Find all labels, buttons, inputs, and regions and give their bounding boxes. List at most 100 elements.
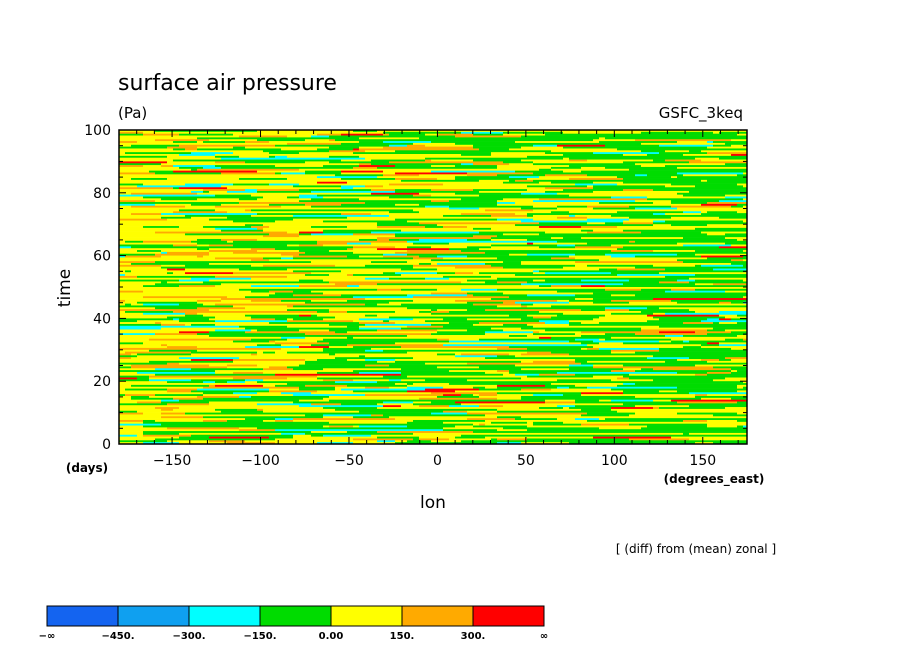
heatmap-cell (347, 405, 371, 408)
heatmap-cell (623, 198, 647, 201)
heatmap-cell (527, 312, 563, 316)
heatmap-cell (521, 375, 527, 378)
heatmap-cell (665, 290, 701, 293)
heatmap-cell (383, 421, 407, 424)
heatmap-cell (203, 314, 245, 317)
heatmap-cell (173, 141, 197, 144)
heatmap-cell (605, 307, 647, 310)
heatmap-cell (569, 305, 605, 308)
heatmap-cell (683, 268, 713, 271)
heatmap-cell (293, 262, 335, 266)
heatmap-cell (539, 198, 575, 201)
heatmap-cell (725, 237, 747, 240)
heatmap-cell (725, 338, 737, 341)
heatmap-cell (317, 163, 359, 166)
heatmap-cell (251, 299, 281, 303)
heatmap-cell (215, 209, 245, 212)
heatmap-cell (197, 146, 233, 149)
heatmap-cell (269, 224, 311, 227)
heatmap-cell (491, 275, 515, 279)
heatmap-cell (125, 303, 131, 306)
heatmap-cell (431, 218, 443, 221)
heatmap-cell (323, 379, 353, 382)
heatmap-cell (509, 351, 527, 354)
heatmap-cell (323, 347, 371, 351)
heatmap-cell (539, 244, 545, 247)
heatmap-cell (413, 436, 419, 439)
heatmap-cell (605, 323, 653, 327)
heatmap-cell (629, 397, 659, 400)
heatmap-cell (713, 375, 747, 378)
heatmap-cell (695, 394, 707, 397)
heatmap-cell (545, 174, 563, 177)
heatmap-cell (197, 244, 209, 247)
heatmap-cell (401, 371, 425, 375)
heatmap-cell (347, 168, 383, 171)
heatmap-cell (425, 157, 473, 160)
heatmap-cell (371, 395, 419, 399)
heatmap-cell (311, 205, 335, 208)
heatmap-cell (347, 336, 353, 340)
heatmap-cell (185, 342, 191, 345)
heatmap-cell (395, 442, 419, 445)
heatmap-cell (635, 347, 659, 351)
heatmap-cell (173, 442, 179, 445)
heatmap-cell (161, 190, 179, 194)
heatmap-cell (185, 163, 215, 166)
heatmap-cell (557, 213, 581, 216)
heatmap-cell (503, 414, 551, 417)
heatmap-cell (221, 131, 251, 134)
heatmap-cell (659, 144, 677, 147)
heatmap-cell (551, 168, 569, 171)
heatmap-cell (239, 166, 257, 170)
heatmap-cell (401, 259, 431, 262)
heatmap-cell (671, 353, 701, 356)
heatmap-cell (269, 349, 275, 352)
heatmap-cell (509, 436, 533, 439)
heatmap-cell (647, 274, 695, 277)
heatmap-cell (119, 202, 137, 205)
heatmap-cell (215, 320, 263, 323)
heatmap-cell (233, 244, 245, 247)
heatmap-cell (143, 371, 173, 375)
heatmap-cell (323, 318, 359, 321)
heatmap-cell (569, 320, 581, 323)
heatmap-cell (359, 290, 401, 293)
heatmap-cell (635, 240, 647, 243)
heatmap-cell (467, 292, 503, 295)
heatmap-cell (467, 290, 491, 293)
heatmap-cell (119, 401, 137, 404)
heatmap-cell (293, 331, 317, 334)
heatmap-cell (281, 190, 311, 194)
heatmap-cell (119, 165, 143, 168)
heatmap-cell (239, 347, 281, 351)
heatmap-cell (179, 272, 185, 275)
heatmap-cell (227, 423, 239, 426)
heatmap-cell (551, 275, 557, 279)
heatmap-cell (605, 238, 617, 242)
heatmap-cell (581, 229, 593, 232)
heatmap-cell (671, 423, 707, 426)
heatmap-cell (395, 344, 401, 347)
heatmap-cell (599, 178, 623, 181)
heatmap-cell (203, 157, 221, 160)
heatmap-cell (677, 292, 725, 295)
heatmap-cell (587, 168, 629, 171)
heatmap-cell (719, 349, 737, 352)
heatmap-cell (533, 423, 539, 426)
heatmap-cell (161, 207, 209, 210)
heatmap-cell (719, 192, 747, 195)
heatmap-cell (557, 290, 581, 293)
heatmap-cell (185, 220, 233, 223)
heatmap-cell (413, 408, 461, 412)
heatmap-cell (227, 176, 233, 179)
heatmap-cell (269, 399, 287, 402)
heatmap-cell (227, 261, 269, 264)
heatmap-cell (365, 172, 395, 175)
heatmap-cell (641, 261, 677, 264)
heatmap-cell (587, 360, 635, 364)
heatmap-cell (533, 436, 563, 439)
heatmap-cell (347, 181, 389, 184)
heatmap-cell (569, 196, 611, 199)
heatmap-cell (233, 353, 239, 356)
